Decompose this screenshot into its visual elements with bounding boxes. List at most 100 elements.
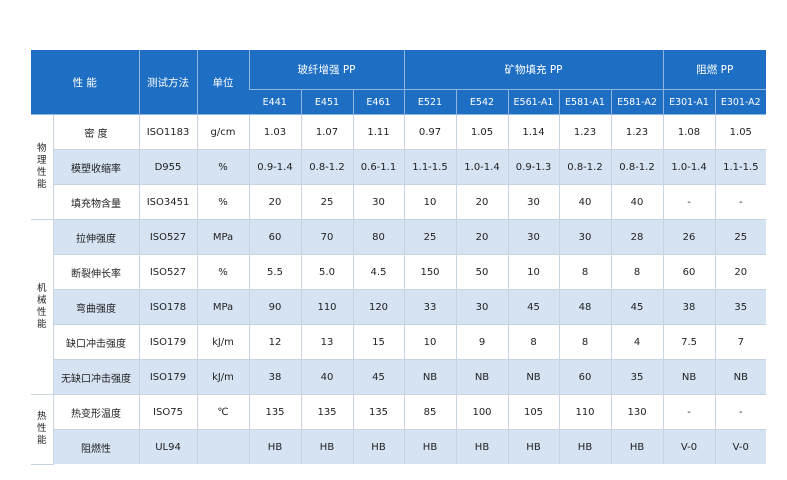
grade-header: E561-A1 [507, 89, 559, 115]
method-cell: D955 [138, 149, 197, 185]
value-cell: 1.14 [507, 114, 559, 150]
value-cell: 60 [558, 359, 611, 395]
method-cell: ISO178 [138, 289, 197, 325]
value-cell: 110 [558, 394, 611, 430]
value-cell: 105 [507, 394, 559, 430]
header-group-flame: 阻燃 PP [662, 50, 767, 90]
properties-table: 性 能 测试方法 单位 玻纤增强 PP 矿物填充 PP 阻燃 PP E441 E4… [31, 50, 767, 465]
value-cell: 0.8-1.2 [610, 149, 664, 185]
unit-cell: MPa [196, 219, 249, 255]
value-cell: 1.11 [352, 114, 404, 150]
value-cell: 20 [714, 254, 767, 290]
value-cell: 12 [248, 324, 301, 360]
value-cell: 135 [300, 394, 353, 430]
value-cell: NB [662, 359, 716, 395]
header-method: 测试方法 [138, 50, 197, 115]
unit-cell [196, 429, 249, 464]
unit-cell: MPa [196, 289, 249, 325]
value-cell: 0.8-1.2 [300, 149, 353, 185]
value-cell: 1.0-1.4 [662, 149, 716, 185]
value-cell: 20 [455, 219, 508, 255]
value-cell: 40 [610, 184, 664, 220]
value-cell: 30 [352, 184, 404, 220]
method-cell: ISO75 [138, 394, 197, 430]
value-cell: 0.97 [403, 114, 456, 150]
value-cell: 0.9-1.4 [248, 149, 301, 185]
value-cell: 90 [248, 289, 301, 325]
value-cell: 7 [714, 324, 767, 360]
unit-cell: g/cm [196, 114, 249, 150]
category-label: 物理性能 [31, 114, 53, 220]
method-cell: ISO527 [138, 254, 197, 290]
category-label: 热性能 [31, 394, 53, 465]
grade-header: E542 [455, 89, 508, 115]
property-cell: 拉伸强度 [52, 219, 139, 255]
value-cell: 30 [507, 219, 559, 255]
value-cell: 38 [662, 289, 716, 325]
value-cell: 1.1-1.5 [403, 149, 456, 185]
value-cell: 8 [610, 254, 664, 290]
header-unit: 单位 [196, 50, 249, 115]
value-cell: 1.23 [610, 114, 664, 150]
value-cell: 33 [403, 289, 456, 325]
method-cell: UL94 [138, 429, 197, 464]
method-cell: ISO179 [138, 324, 197, 360]
value-cell: 1.05 [714, 114, 767, 150]
property-cell: 模塑收缩率 [52, 149, 139, 185]
value-cell: 10 [403, 184, 456, 220]
value-cell: 1.05 [455, 114, 508, 150]
unit-cell: kJ/m [196, 324, 249, 360]
value-cell: 100 [455, 394, 508, 430]
value-cell: 1.08 [662, 114, 716, 150]
value-cell: 9 [455, 324, 508, 360]
value-cell: 1.0-1.4 [455, 149, 508, 185]
value-cell: 60 [248, 219, 301, 255]
unit-cell: ℃ [196, 394, 249, 430]
value-cell: HB [403, 429, 456, 464]
value-cell: - [662, 184, 716, 220]
value-cell: 40 [300, 359, 353, 395]
value-cell: 38 [248, 359, 301, 395]
value-cell: 30 [507, 184, 559, 220]
property-cell: 热变形温度 [52, 394, 139, 430]
value-cell: 135 [248, 394, 301, 430]
value-cell: 150 [403, 254, 456, 290]
grade-header: E301-A1 [662, 89, 716, 115]
value-cell: 40 [558, 184, 611, 220]
method-cell: ISO3451 [138, 184, 197, 220]
value-cell: 20 [248, 184, 301, 220]
value-cell: NB [403, 359, 456, 395]
table-row: 物理性能密 度 ISO1183 g/cm 1.03 1.07 1.11 0.97 1.05 1.… [31, 114, 767, 220]
value-cell: 35 [610, 359, 664, 395]
value-cell: - [714, 184, 767, 220]
property-cell: 阻燃性 [52, 429, 139, 464]
value-cell: 110 [300, 289, 353, 325]
header-property: 性 能 [31, 50, 139, 115]
value-cell: 120 [352, 289, 404, 325]
value-cell: HB [248, 429, 301, 464]
unit-cell: % [196, 184, 249, 220]
category-label: 机械性能 [31, 219, 53, 395]
value-cell: 10 [507, 254, 559, 290]
value-cell: HB [610, 429, 664, 464]
value-cell: HB [507, 429, 559, 464]
value-cell: 130 [610, 394, 664, 430]
value-cell: 85 [403, 394, 456, 430]
value-cell: 7.5 [662, 324, 716, 360]
value-cell: 26 [662, 219, 716, 255]
value-cell: NB [714, 359, 767, 395]
value-cell: 0.9-1.3 [507, 149, 559, 185]
value-cell: 13 [300, 324, 353, 360]
value-cell: 4 [610, 324, 664, 360]
value-cell: HB [352, 429, 404, 464]
grade-header: E521 [403, 89, 456, 115]
table-row: 机械性能 拉伸强度 ISO527 MPa 60 70 80 25 20 30 30 28 26 25 [31, 219, 767, 395]
value-cell: 35 [714, 289, 767, 325]
value-cell: 45 [352, 359, 404, 395]
value-cell: NB [455, 359, 508, 395]
value-cell: 25 [714, 219, 767, 255]
value-cell: HB [558, 429, 611, 464]
grade-header: E581-A1 [558, 89, 611, 115]
value-cell: 5.0 [300, 254, 353, 290]
value-cell: 60 [662, 254, 716, 290]
